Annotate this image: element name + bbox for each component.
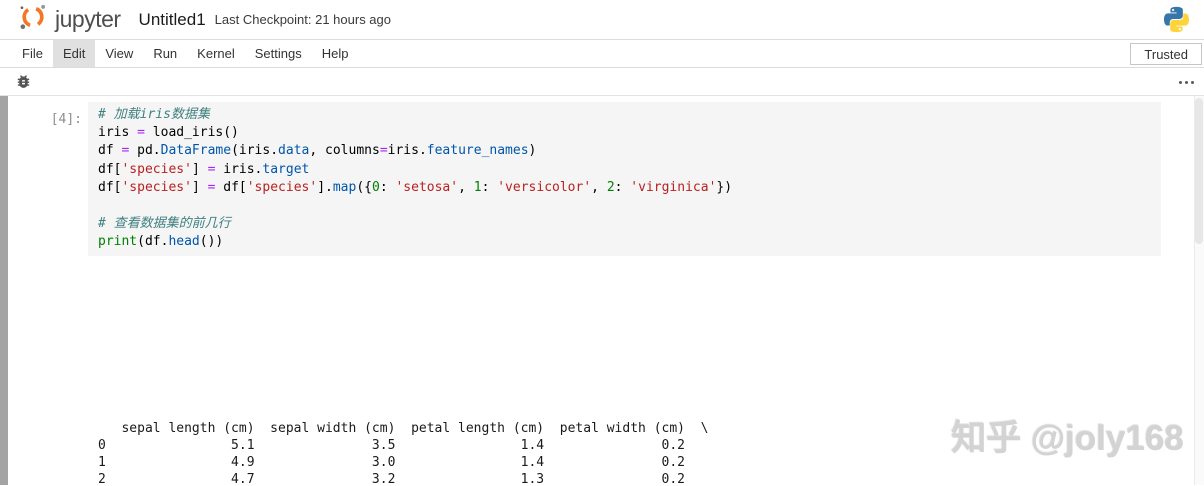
output-text: sepal length (cm) sepal width (cm) petal… — [98, 420, 709, 486]
notebook-header: jupyter Untitled1 Last Checkpoint: 21 ho… — [0, 0, 1204, 40]
ellipsis-icon — [1179, 81, 1194, 84]
code-editor[interactable]: # 加载iris数据集 iris = load_iris()df = pd.Dat… — [88, 102, 1161, 256]
cell-output: sepal length (cm) sepal width (cm) petal… — [98, 420, 1161, 486]
checkpoint-status: Last Checkpoint: 21 hours ago — [214, 12, 391, 27]
menu-item-edit[interactable]: Edit — [52, 40, 96, 67]
cell-prompt: [4]: — [50, 112, 82, 127]
code-line: df = pd.DataFrame(iris.data, columns=iri… — [98, 143, 537, 159]
code-line: # 加载iris数据集 — [98, 107, 210, 122]
code-line: df['species'] = iris.target — [98, 161, 310, 177]
bug-icon — [15, 75, 32, 93]
scrollbar[interactable] — [1194, 96, 1204, 485]
trusted-button[interactable]: Trusted — [1130, 43, 1202, 65]
left-edge-strip — [0, 96, 8, 485]
code-line: print(df.head()) — [98, 234, 224, 250]
notebook-panel: [4]: # 加载iris数据集 iris = load_iris()df = p… — [0, 96, 1204, 486]
code-line: df['species'] = df['species'].map({0: 's… — [98, 179, 733, 195]
jupyter-logo[interactable]: jupyter — [18, 2, 121, 37]
code-cell[interactable]: [4]: # 加载iris数据集 iris = load_iris()df = p… — [0, 102, 1161, 486]
more-commands-button[interactable] — [1177, 79, 1196, 86]
debugger-button[interactable] — [13, 73, 33, 91]
python-logo-icon — [1163, 6, 1190, 38]
code-line — [98, 197, 1153, 215]
jupyter-logo-text: jupyter — [55, 6, 121, 32]
menu-item-help[interactable]: Help — [321, 46, 349, 61]
notebook-title[interactable]: Untitled1 — [138, 9, 206, 29]
menu-item-file[interactable]: File — [22, 46, 43, 61]
watermark: 知乎 @joly168 — [951, 419, 1184, 458]
menu-item-run[interactable]: Run — [153, 46, 178, 61]
menu-item-settings[interactable]: Settings — [254, 46, 302, 61]
toolbar — [0, 68, 1204, 96]
menu-item-kernel[interactable]: Kernel — [197, 46, 235, 61]
code-line: iris = load_iris() — [98, 125, 239, 141]
scrollbar-thumb[interactable] — [1195, 98, 1203, 244]
code-line: # 查看数据集的前几行 — [98, 216, 231, 232]
jupyter-logo-icon — [18, 2, 48, 37]
menu-bar: File Edit View Run Kernel Settings Help Trusted — [0, 40, 1204, 68]
menu-item-view[interactable]: View — [105, 46, 134, 61]
